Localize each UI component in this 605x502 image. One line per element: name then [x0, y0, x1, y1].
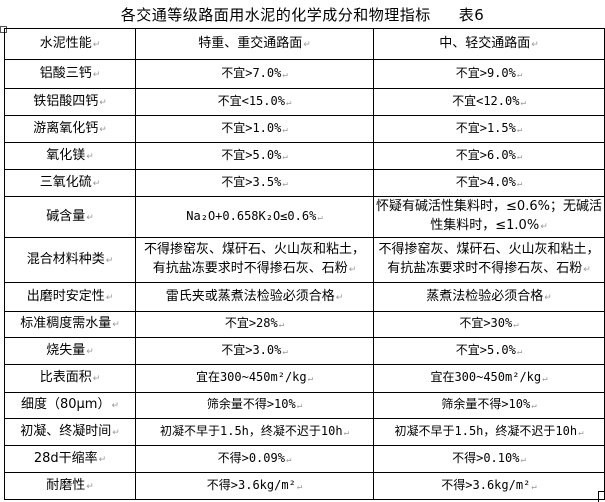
property-cell: 烧失量: [4, 337, 136, 365]
heavy-traffic-cell: 雷氏夹或蒸煮法检验必须合格: [135, 282, 374, 312]
property-cell: 游离氧化钙: [4, 115, 136, 143]
table-row: 初凝、终凝时间初凝不早于1.5h，终凝不迟于10h初凝不早于1.5h，终凝不迟于…: [4, 418, 605, 446]
header-cell: 水泥性能: [4, 28, 136, 60]
light-traffic-cell: 宜在300~450m²/kg: [373, 364, 605, 393]
heavy-traffic-cell: 不宜>28%: [135, 311, 374, 338]
property-cell: 氧化镁: [4, 142, 136, 170]
heavy-traffic-cell: Na₂O+0.658K₂O≤0.6%: [135, 196, 374, 238]
light-traffic-cell: 不宜>9.0%: [373, 59, 605, 89]
table-row: 出磨时安定性雷氏夹或蒸煮法检验必须合格蒸煮法检验必须合格: [4, 282, 605, 312]
light-traffic-cell: 不宜>6.0%: [373, 142, 605, 170]
light-traffic-cell: 不宜>5.0%: [373, 337, 605, 365]
table-header-row: 水泥性能 特重、重交通路面 中、轻交通路面: [4, 28, 605, 60]
table-row: 游离氧化钙不宜>1.0%不宜>1.5%: [4, 115, 605, 143]
table-row: 耐磨性不得>3.6kg/m²不得>3.6kg/m²: [4, 472, 605, 500]
light-traffic-cell: 不宜>30%: [373, 311, 605, 338]
document-title-line: 各交通等级路面用水泥的化学成分和物理指标 表6: [0, 4, 605, 25]
property-cell: 三氧化硫: [4, 169, 136, 197]
table-row: 碱含量Na₂O+0.658K₂O≤0.6%怀疑有碱活性集料时，≤0.6%；无碱活…: [4, 196, 605, 238]
light-traffic-cell: 不宜>4.0%: [373, 169, 605, 197]
light-traffic-cell: 不宜>1.5%: [373, 115, 605, 143]
table-row: 28d干缩率不得>0.09%不得>0.10%: [4, 445, 605, 473]
heavy-traffic-cell: 不得>3.6kg/m²: [135, 472, 374, 500]
cement-spec-table: 水泥性能 特重、重交通路面 中、轻交通路面 铝酸三钙不宜>7.0%不宜>9.0%…: [4, 28, 605, 500]
table-row: 铝酸三钙不宜>7.0%不宜>9.0%: [4, 59, 605, 89]
property-cell: 铁铝酸四钙: [4, 88, 136, 116]
table-row: 铁铝酸四钙不宜<15.0%不宜<12.0%: [4, 88, 605, 116]
light-traffic-cell: 不得>0.10%: [373, 445, 605, 473]
light-traffic-cell: 不宜<12.0%: [373, 88, 605, 116]
heavy-traffic-cell: 不得>0.09%: [135, 445, 374, 473]
header-cell: 中、轻交通路面: [373, 28, 605, 60]
property-cell: 标准稠度需水量: [4, 311, 136, 338]
heavy-traffic-cell: 不宜>3.5%: [135, 169, 374, 197]
heavy-traffic-cell: 初凝不早于1.5h，终凝不迟于10h: [135, 418, 374, 446]
property-cell: 比表面积: [4, 364, 136, 393]
heavy-traffic-cell: 筛余量不得>10%: [135, 392, 374, 419]
heavy-traffic-cell: 不宜>1.0%: [135, 115, 374, 143]
table-row: 三氧化硫不宜>3.5%不宜>4.0%: [4, 169, 605, 197]
header-cell: 特重、重交通路面: [135, 28, 374, 60]
property-cell: 出磨时安定性: [4, 282, 136, 312]
heavy-traffic-cell: 不宜>7.0%: [135, 59, 374, 89]
table-row: 混合材料种类不得掺窑灰、煤矸石、火山灰和粘土，有抗盐冻要求时不得掺石灰、石粉不得…: [4, 237, 605, 283]
property-cell: 耐磨性: [4, 472, 136, 500]
light-traffic-cell: 蒸煮法检验必须合格: [373, 282, 605, 312]
table-row: 氧化镁不宜>5.0%不宜>6.0%: [4, 142, 605, 170]
property-cell: 混合材料种类: [4, 237, 136, 283]
heavy-traffic-cell: 不得掺窑灰、煤矸石、火山灰和粘土，有抗盐冻要求时不得掺石灰、石粉: [135, 237, 374, 283]
property-cell: 28d干缩率: [4, 445, 136, 473]
table-row: 烧失量不宜>3.0%不宜>5.0%: [4, 337, 605, 365]
light-traffic-cell: 初凝不早于1.5h，终凝不迟于10h: [373, 418, 605, 446]
heavy-traffic-cell: 不宜>3.0%: [135, 337, 374, 365]
table-row: 比表面积宜在300~450m²/kg宜在300~450m²/kg: [4, 364, 605, 393]
property-cell: 初凝、终凝时间: [4, 418, 136, 446]
property-cell: 细度（80μm）: [4, 392, 136, 419]
heavy-traffic-cell: 不宜>5.0%: [135, 142, 374, 170]
property-cell: 碱含量: [4, 196, 136, 238]
light-traffic-cell: 不得>3.6kg/m²: [373, 472, 605, 500]
document-title: 各交通等级路面用水泥的化学成分和物理指标: [120, 6, 431, 24]
table-row: 细度（80μm）筛余量不得>10%筛余量不得>10%: [4, 392, 605, 419]
property-cell: 铝酸三钙: [4, 59, 136, 89]
table-row: 标准稠度需水量不宜>28%不宜>30%: [4, 311, 605, 338]
resize-handle[interactable]: [598, 491, 605, 502]
light-traffic-cell: 筛余量不得>10%: [373, 392, 605, 419]
light-traffic-cell: 怀疑有碱活性集料时，≤0.6%；无碱活性集料时，≤1.0%: [373, 196, 605, 238]
table-number: 表6: [458, 6, 485, 24]
heavy-traffic-cell: 宜在300~450m²/kg: [135, 364, 374, 393]
light-traffic-cell: 不得掺窑灰、煤矸石、火山灰和粘土，有抗盐冻要求时不得掺石灰、石粉: [373, 237, 605, 283]
heavy-traffic-cell: 不宜<15.0%: [135, 88, 374, 116]
